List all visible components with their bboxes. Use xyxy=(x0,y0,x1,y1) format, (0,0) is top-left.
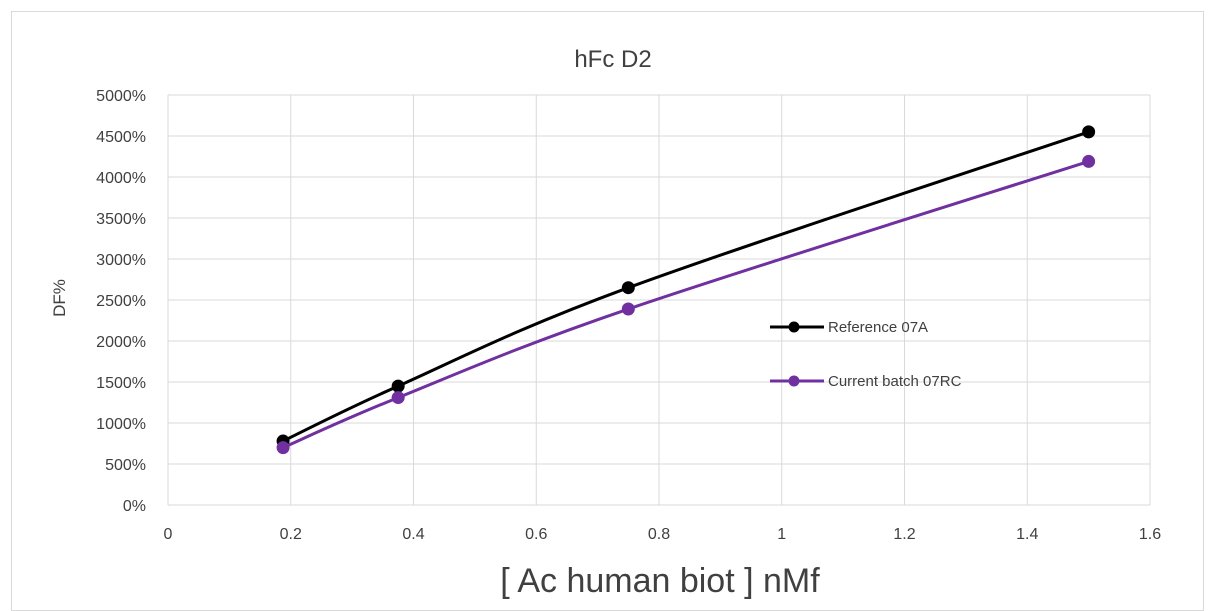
data-point xyxy=(391,379,405,393)
y-tick-label: 500% xyxy=(105,457,146,474)
legend-label: Current batch 07RC xyxy=(828,373,962,390)
data-point xyxy=(1082,154,1096,168)
series-line xyxy=(282,159,1090,449)
y-tick-label: 1000% xyxy=(96,416,146,433)
y-tick-label: 2500% xyxy=(96,293,146,310)
y-tick-label: 2000% xyxy=(96,334,146,351)
y-tick-label: 4500% xyxy=(96,129,146,146)
legend-swatch-marker xyxy=(788,375,800,387)
x-tick-label: 1 xyxy=(777,526,786,543)
x-axis-label: [ Ac human biot ] nMf xyxy=(500,562,820,600)
legend: Reference 07A Current batch 07RC xyxy=(770,319,962,390)
y-tick-label: 3500% xyxy=(96,211,146,228)
x-tick-label: 0 xyxy=(164,526,173,543)
data-point xyxy=(621,281,635,295)
legend-label: Reference 07A xyxy=(828,319,928,336)
x-tick-label: 0.6 xyxy=(525,526,547,543)
data-point xyxy=(391,391,405,405)
x-tick-label: 1.4 xyxy=(1016,526,1038,543)
x-tick-label: 1.6 xyxy=(1139,526,1161,543)
grid-lines xyxy=(167,94,1151,506)
legend-swatch-marker xyxy=(788,321,800,333)
data-point xyxy=(276,441,290,455)
data-point xyxy=(1082,125,1096,139)
y-tick-label: 5000% xyxy=(96,88,146,105)
series-lines xyxy=(276,125,1096,455)
y-axis-label: DF% xyxy=(50,279,69,317)
y-tick-label: 3000% xyxy=(96,252,146,269)
series-line xyxy=(282,130,1090,443)
x-tick-label: 0.4 xyxy=(402,526,424,543)
x-tick-label: 0.2 xyxy=(280,526,302,543)
x-tick-label: 0.8 xyxy=(648,526,670,543)
data-point xyxy=(621,302,635,316)
chart-title: hFc D2 xyxy=(574,46,651,73)
axes: 0% 500% 1000% 1500% 2000% 2500% 3000% 3500% 4000… xyxy=(96,88,1161,543)
y-tick-label: 1500% xyxy=(96,375,146,392)
y-tick-label: 4000% xyxy=(96,170,146,187)
x-tick-label: 1.2 xyxy=(893,526,915,543)
y-tick-label: 0% xyxy=(123,498,146,515)
